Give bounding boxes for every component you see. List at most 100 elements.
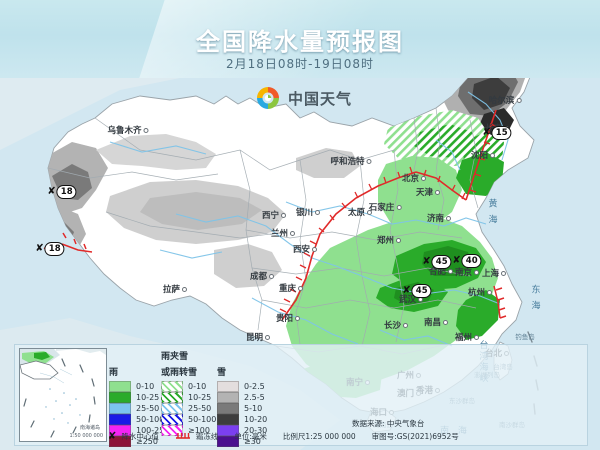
legend-row-sleet: 0-10 bbox=[161, 381, 216, 392]
city-label: 石家庄 bbox=[369, 201, 402, 213]
city-marker-icon bbox=[366, 159, 372, 164]
legend-row-rain: 0-10 bbox=[109, 381, 169, 392]
island-label: 钓鱼岛 bbox=[515, 333, 535, 341]
legend-label-sleet: 0-10 bbox=[188, 382, 207, 391]
legend-label-sleet: 10-25 bbox=[188, 393, 212, 402]
legend-swatch-sleet bbox=[161, 392, 183, 403]
legend-label-snow: 20-30 bbox=[244, 426, 268, 435]
city-marker-icon bbox=[396, 205, 402, 210]
legend-row-sleet: ≥100 bbox=[161, 425, 216, 436]
precip-center-value: ✘ 45 bbox=[422, 255, 452, 269]
legend-label-rain: 0-10 bbox=[136, 382, 155, 391]
map-header: 全国降水量预报图 2月18日08时-19日08时 bbox=[0, 0, 600, 78]
city-label: 郑州 bbox=[376, 234, 402, 246]
precip-center-x-icon: ✘ bbox=[422, 256, 431, 267]
city-label: 呼和浩特 bbox=[330, 155, 372, 167]
city-name: 福州 bbox=[454, 333, 473, 343]
legend-column-rain: 雨 0-10 10-25 25-50 50-100 100-250 ≥250 bbox=[109, 365, 169, 447]
legend-label-rain: ≥250 bbox=[136, 437, 158, 446]
legend-row-sleet: 50-100 bbox=[161, 414, 216, 425]
city-label: 福州 bbox=[454, 331, 480, 343]
precip-center-value: ✘ 18 bbox=[47, 185, 77, 199]
data-source-label: 数据来源: 中央气象台 bbox=[352, 419, 425, 428]
legend-swatch-snow bbox=[217, 392, 239, 403]
city-marker-icon bbox=[265, 335, 271, 340]
city-name: 天津 bbox=[415, 188, 434, 198]
city-marker-icon bbox=[281, 213, 287, 218]
city-marker-icon bbox=[516, 98, 522, 103]
city-name: 兰州 bbox=[270, 229, 289, 239]
frost-line-ticks bbox=[279, 123, 497, 313]
city-name: 郑州 bbox=[376, 236, 395, 246]
sea-label: 黄 海 bbox=[486, 198, 497, 226]
inset-graphics: 南海诸岛 bbox=[20, 349, 106, 441]
city-label: 太原 bbox=[347, 206, 373, 218]
city-marker-icon bbox=[182, 287, 188, 292]
precip-center-value: ✘ 15 bbox=[482, 126, 512, 140]
precip-center-x-icon: ✘ bbox=[482, 127, 491, 138]
legend-map-number: 审图号:GS(2021)6952号 bbox=[371, 432, 459, 441]
legend-swatch-sleet bbox=[161, 403, 183, 414]
legend-swatch-snow bbox=[217, 436, 239, 447]
legend-swatch-rain bbox=[109, 381, 131, 392]
legend-label-snow: 10-20 bbox=[244, 415, 268, 424]
brand-logo: 中国天气 bbox=[255, 85, 352, 111]
city-label: 乌鲁木齐 bbox=[107, 124, 149, 136]
inset-scale: 1:50 000 000 bbox=[69, 433, 104, 439]
city-name: 昆明 bbox=[245, 333, 264, 343]
svg-text:南海诸岛: 南海诸岛 bbox=[80, 424, 100, 431]
city-label: 哈尔滨 bbox=[489, 94, 522, 106]
city-marker-icon bbox=[315, 210, 321, 215]
precip-center-value-bubble: 45 bbox=[431, 255, 452, 269]
city-name: 长沙 bbox=[383, 321, 402, 331]
legend-label-rain: 25-50 bbox=[136, 404, 160, 413]
city-marker-icon bbox=[448, 269, 454, 274]
legend-heading-snow: 雪 bbox=[217, 368, 227, 378]
city-name: 杭州 bbox=[467, 288, 486, 298]
precip-center-value: ✘ 45 bbox=[402, 284, 432, 298]
city-label: 天津 bbox=[415, 186, 441, 198]
city-marker-icon bbox=[435, 190, 441, 195]
precip-center-x-icon: ✘ bbox=[452, 255, 461, 266]
city-marker-icon bbox=[501, 271, 507, 276]
precip-center-x-icon: ✘ bbox=[402, 285, 411, 296]
legend-swatch-snow bbox=[217, 414, 239, 425]
city-marker-icon bbox=[143, 128, 149, 133]
legend-label-sleet: ≥100 bbox=[188, 426, 210, 435]
city-marker-icon bbox=[367, 210, 373, 215]
frost-line-coastal bbox=[493, 285, 507, 319]
city-name: 济南 bbox=[426, 214, 445, 224]
legend-label-sleet: 50-100 bbox=[188, 415, 217, 424]
legend-swatch-sleet bbox=[161, 425, 183, 436]
legend-label-sleet: 25-50 bbox=[188, 404, 212, 413]
city-label: 长沙 bbox=[383, 319, 409, 331]
snow-area-n-xinjiang bbox=[96, 134, 216, 170]
city-name: 成都 bbox=[249, 272, 268, 282]
legend-swatch-sleet bbox=[161, 414, 183, 425]
legend-column-sleet: 雨夹雪 或雨转雪 0-10 10-25 25-50 50-100 ≥100 bbox=[161, 349, 216, 436]
city-name: 拉萨 bbox=[162, 285, 181, 295]
legend-swatch-snow bbox=[217, 403, 239, 414]
legend-swatch-rain bbox=[109, 425, 131, 436]
city-marker-icon bbox=[474, 270, 480, 275]
legend-row-rain: 10-25 bbox=[109, 392, 169, 403]
legend-label-snow: 2.5-5 bbox=[244, 393, 265, 402]
city-name: 石家庄 bbox=[368, 203, 395, 213]
legend-column-snow: 雪 0-2.5 2.5-5 5-10 10-20 20-30 ≥30 bbox=[217, 365, 267, 447]
precip-center-value-bubble: 18 bbox=[44, 242, 65, 256]
city-label: 南昌 bbox=[424, 316, 449, 328]
city-name: 太原 bbox=[347, 208, 366, 218]
south-china-sea-inset-map: 南海诸岛 1:50 000 000 bbox=[19, 348, 107, 442]
city-name: 西安 bbox=[292, 245, 311, 255]
city-name: 哈尔滨 bbox=[488, 96, 515, 106]
sleet-area-north-core bbox=[414, 124, 476, 158]
city-marker-icon bbox=[396, 238, 402, 243]
rivers bbox=[109, 91, 509, 347]
city-label: 南京 bbox=[455, 266, 480, 278]
city-marker-icon bbox=[490, 153, 496, 158]
snow-area-tibet-core bbox=[140, 192, 262, 230]
sea-label: 东 海 bbox=[529, 284, 540, 312]
legend-frost-line-label: 霜冻线 bbox=[195, 432, 219, 441]
legend-label-snow: 5-10 bbox=[244, 404, 263, 413]
legend-center-value-label: 降水中心值 bbox=[121, 432, 159, 441]
